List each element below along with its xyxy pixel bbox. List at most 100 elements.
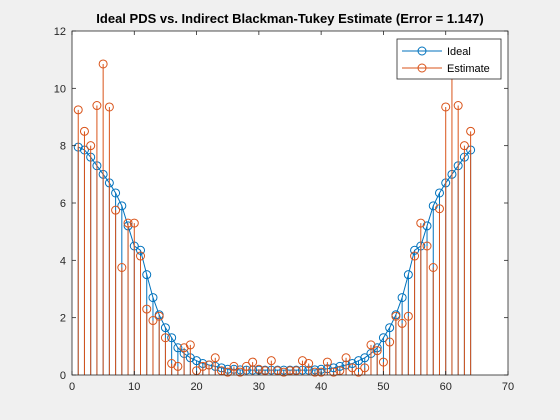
marker-ideal — [428, 201, 438, 211]
marker-estimate — [210, 353, 220, 363]
marker-estimate — [92, 101, 102, 111]
marker-estimate — [453, 101, 463, 111]
marker-estimate — [198, 361, 208, 371]
marker-estimate — [434, 204, 444, 214]
marker-ideal — [160, 323, 170, 333]
marker-ideal — [434, 188, 444, 198]
series-estimate — [73, 59, 476, 377]
marker-estimate — [204, 360, 214, 370]
marker-estimate — [341, 353, 351, 363]
marker-estimate — [185, 340, 195, 350]
marker-ideal — [335, 361, 345, 371]
marker-estimate — [223, 367, 233, 377]
x-tick-label: 50 — [377, 381, 389, 393]
x-tick-label: 20 — [190, 381, 202, 393]
marker-estimate — [316, 367, 326, 377]
x-tick-label: 0 — [69, 381, 75, 393]
x-tick-label: 70 — [502, 381, 514, 393]
marker-ideal — [329, 363, 339, 373]
line-ideal — [78, 146, 472, 371]
marker-estimate — [310, 367, 320, 377]
legend-ideal-marker — [417, 46, 427, 56]
marker-ideal — [173, 343, 183, 353]
marker-estimate — [354, 367, 364, 377]
y-tick-label: 10 — [54, 83, 66, 95]
marker-estimate — [129, 218, 139, 228]
y-tick-label: 6 — [60, 198, 66, 210]
marker-estimate — [117, 263, 127, 272]
marker-ideal — [192, 356, 202, 366]
marker-estimate — [86, 141, 96, 151]
marker-estimate — [279, 367, 289, 377]
marker-estimate — [385, 337, 395, 347]
marker-ideal — [117, 201, 127, 211]
marker-estimate — [372, 346, 382, 356]
series-layer — [73, 59, 476, 377]
x-tick-label: 40 — [315, 381, 327, 393]
marker-ideal — [136, 245, 146, 255]
marker-estimate — [235, 367, 245, 377]
marker-estimate — [136, 251, 146, 261]
marker-ideal — [354, 356, 364, 366]
legend-box — [396, 38, 502, 80]
marker-estimate — [360, 363, 370, 373]
marker-ideal — [148, 293, 158, 303]
marker-estimate — [248, 357, 258, 367]
y-tick-label: 8 — [60, 141, 66, 153]
marker-estimate — [111, 205, 121, 215]
legend: Ideal Estimate — [396, 38, 502, 80]
x-tick-label: 30 — [253, 381, 265, 393]
marker-estimate — [304, 359, 314, 369]
marker-estimate — [154, 311, 164, 321]
marker-ideal — [410, 245, 420, 255]
marker-estimate — [459, 141, 469, 151]
marker-estimate — [123, 218, 133, 228]
marker-ideal — [167, 333, 177, 343]
x-axis-ticks: 0 10 20 30 40 50 60 70 — [69, 31, 514, 393]
y-tick-label: 2 — [60, 313, 66, 325]
marker-estimate — [391, 311, 401, 321]
legend-estimate-label: Estimate — [447, 63, 490, 75]
y-tick-label: 4 — [60, 255, 66, 267]
marker-ideal — [111, 188, 121, 198]
chart-title: Ideal PDS vs. Indirect Blackman-Tukey Es… — [96, 11, 483, 26]
y-tick-label: 12 — [54, 26, 66, 38]
marker-estimate — [416, 218, 426, 228]
legend-entry-estimate: Estimate — [402, 63, 490, 75]
legend-entry-ideal: Ideal — [402, 46, 471, 58]
legend-estimate-marker — [417, 63, 427, 73]
y-tick-label: 0 — [60, 370, 66, 382]
marker-estimate — [410, 251, 420, 261]
marker-estimate — [98, 59, 108, 69]
legend-ideal-label: Ideal — [447, 46, 471, 58]
marker-estimate — [142, 304, 152, 314]
marker-estimate — [160, 333, 170, 343]
marker-ideal — [385, 323, 395, 333]
marker-estimate — [79, 126, 89, 136]
marker-estimate — [466, 126, 476, 136]
marker-estimate — [229, 361, 239, 371]
marker-ideal — [142, 270, 152, 280]
marker-estimate — [347, 363, 357, 373]
marker-estimate — [428, 263, 438, 272]
marker-estimate — [104, 102, 114, 112]
marker-estimate — [241, 361, 251, 371]
y-axis-ticks: 0 2 4 6 8 10 12 — [54, 26, 508, 382]
marker-estimate — [73, 105, 83, 115]
marker-estimate — [422, 241, 432, 251]
marker-estimate — [378, 357, 388, 367]
marker-ideal — [360, 353, 370, 363]
marker-ideal — [403, 270, 413, 280]
marker-estimate — [179, 343, 189, 353]
marker-estimate — [173, 361, 183, 371]
marker-estimate — [329, 367, 339, 377]
marker-ideal — [397, 293, 407, 303]
marker-estimate — [148, 316, 158, 326]
marker-estimate — [167, 359, 177, 369]
marker-estimate — [297, 356, 307, 366]
marker-ideal — [378, 333, 388, 343]
x-tick-label: 60 — [440, 381, 452, 393]
marker-estimate — [397, 318, 407, 328]
x-tick-label: 10 — [128, 381, 140, 393]
